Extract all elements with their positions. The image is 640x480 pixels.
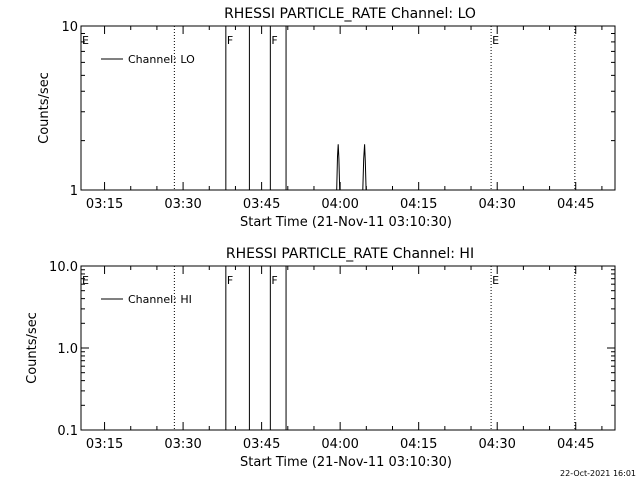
x-tick-label: 04:15: [400, 197, 437, 212]
x-tick-label: 04:30: [478, 197, 515, 212]
event-label: F: [227, 34, 233, 47]
x-tick-label: 04:45: [557, 437, 594, 452]
event-label: F: [271, 274, 277, 287]
chart-title: RHESSI PARTICLE_RATE Channel: LO: [224, 6, 476, 22]
x-tick-label: 04:45: [557, 197, 594, 212]
chart-panel-2: RHESSI PARTICLE_RATE Channel: HI 03:15 03:…: [25, 246, 616, 470]
event-label-edge: E: [82, 34, 89, 47]
legend-entry: Channel: HI: [128, 293, 192, 306]
x-tick-label: 03:30: [164, 437, 201, 452]
x-tick-label: 03:15: [86, 437, 123, 452]
x-tick-label: 04:00: [321, 437, 358, 452]
event-label-edge: E: [82, 274, 89, 287]
legend-entry: Channel: LO: [128, 53, 195, 66]
x-tick-label: 03:15: [86, 197, 123, 212]
y-tick-label: 10.0: [49, 260, 78, 275]
event-label: F: [271, 34, 277, 47]
legend: Channel: HI: [101, 293, 192, 306]
chart-panel-1: RHESSI PARTICLE_RATE Channel: LO 03:15 03:…: [37, 6, 616, 230]
legend: Channel: LO: [101, 53, 195, 66]
y-axis-label: Counts/sec: [25, 312, 40, 384]
footer-timestamp: 22-Oct-2021 16:01: [560, 469, 636, 478]
x-tick-label: 03:45: [243, 197, 280, 212]
chart-title: RHESSI PARTICLE_RATE Channel: HI: [226, 246, 474, 262]
event-label: E: [492, 274, 499, 287]
x-tick-label: 03:45: [243, 437, 280, 452]
x-axis-label: Start Time (21-Nov-11 03:10:30): [240, 215, 452, 230]
series-line: [336, 144, 367, 191]
x-tick-label: 04:30: [478, 437, 515, 452]
x-tick-label: 03:30: [164, 197, 201, 212]
event-label: E: [492, 34, 499, 47]
y-tick-label: 10: [61, 20, 78, 35]
panels-group: RHESSI PARTICLE_RATE Channel: LO 03:15 03:…: [25, 6, 616, 470]
event-label: F: [227, 274, 233, 287]
y-axis-label: Counts/sec: [37, 72, 52, 144]
y-tick-label: 1: [70, 184, 78, 199]
y-tick-label: 0.1: [57, 424, 78, 439]
x-axis-label: Start Time (21-Nov-11 03:10:30): [240, 455, 452, 470]
x-tick-label: 04:00: [321, 197, 358, 212]
x-tick-label: 04:15: [400, 437, 437, 452]
y-tick-label: 1.0: [57, 342, 78, 357]
